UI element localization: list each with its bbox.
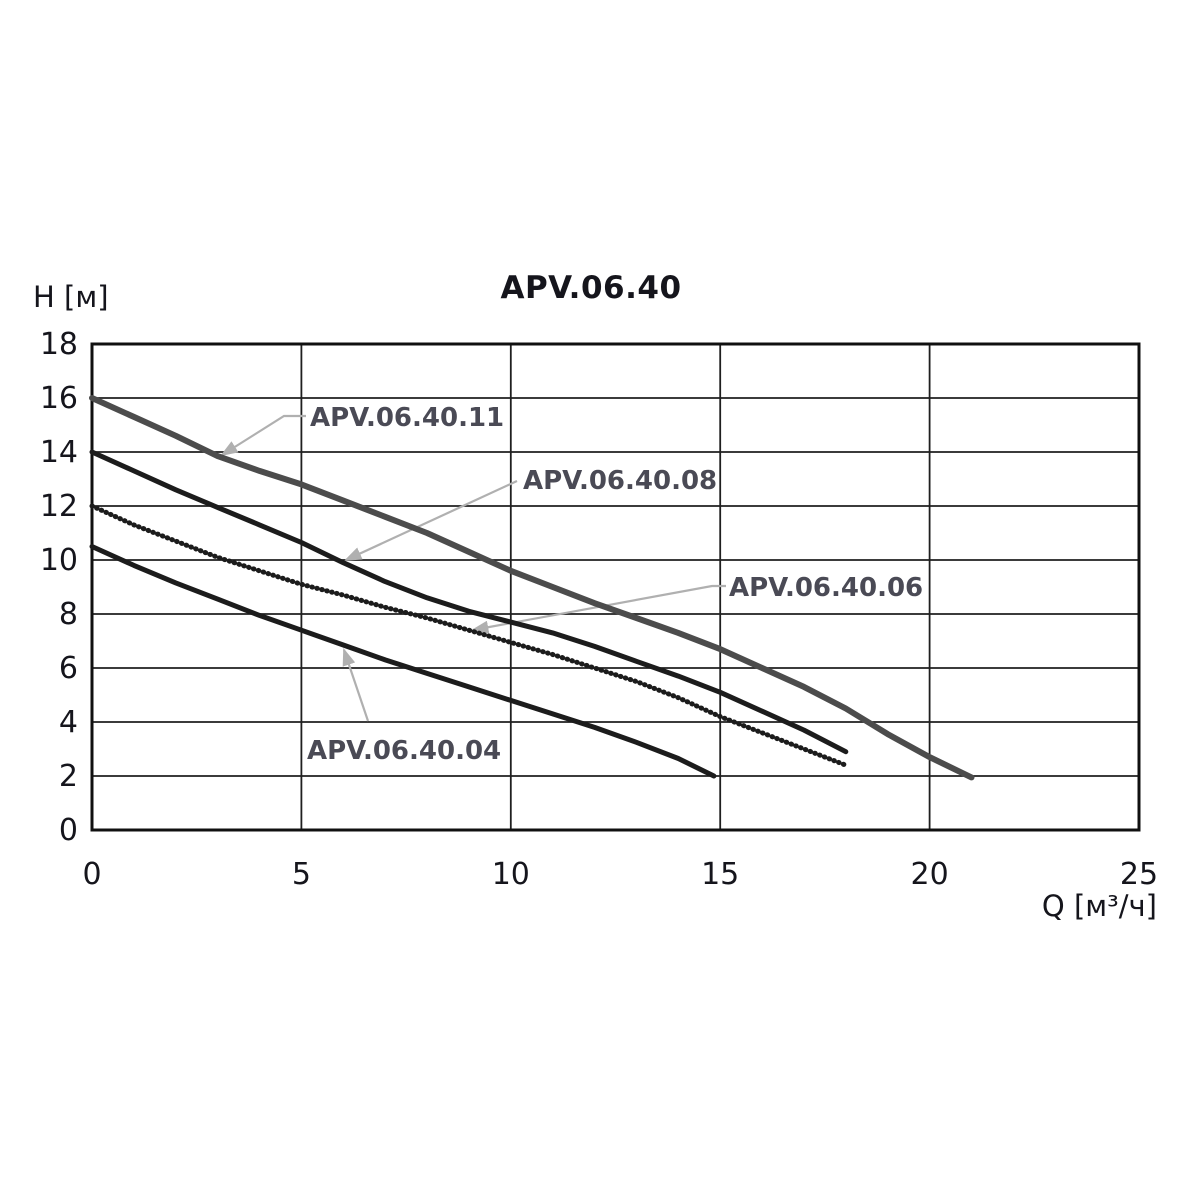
y-tick-label: 18 [40,327,78,362]
x-tick-label: 10 [492,857,530,892]
y-axis-title: H [м] [33,280,109,314]
leader-APV.06.40.08 [344,480,518,561]
curve-APV.06.40.06 [89,503,849,768]
y-tick-label: 8 [59,597,78,632]
curve-APV.06.40.04 [89,544,717,779]
x-tick-label: 5 [292,857,311,892]
y-tick-label: 12 [40,489,78,524]
curve-APV.06.40.08 [89,449,849,755]
gridlines [92,344,1139,830]
x-axis-title: Q [м³/ч] [1041,889,1157,923]
plot-border [90,342,1141,832]
leader-APV.06.40.06 [470,584,726,634]
series-labels: APV.06.40.11 APV.06.40.08 APV.06.40.06 APV.… [307,403,923,766]
y-tick-label: 10 [40,543,78,578]
series-label-APV.06.40.08: APV.06.40.08 [523,466,717,496]
x-tick-label: 0 [82,857,101,892]
y-tick-label: 4 [59,705,78,740]
leader-lines [220,414,726,722]
y-tick-label: 2 [59,759,78,794]
chart-title: APV.06.40 [500,270,682,306]
leader-APV.06.40.04 [342,647,370,722]
y-tick-label: 16 [40,381,78,416]
x-tick-label: 15 [701,857,739,892]
leader-APV.06.40.11 [220,414,306,457]
x-tick-label: 25 [1120,857,1158,892]
y-tick-label: 14 [40,435,78,470]
curves [89,395,975,781]
series-label-APV.06.40.06: APV.06.40.06 [729,573,923,603]
y-tick-label: 0 [59,813,78,848]
y-tick-label: 6 [59,651,78,686]
curve-APV.06.40.11 [89,395,975,781]
series-label-APV.06.40.04: APV.06.40.04 [307,736,501,766]
series-label-APV.06.40.11: APV.06.40.11 [310,403,504,433]
tick-labels: 0 5 10 15 20 25 0 2 4 6 8 10 12 14 16 18 [40,327,1158,892]
x-tick-label: 20 [911,857,949,892]
